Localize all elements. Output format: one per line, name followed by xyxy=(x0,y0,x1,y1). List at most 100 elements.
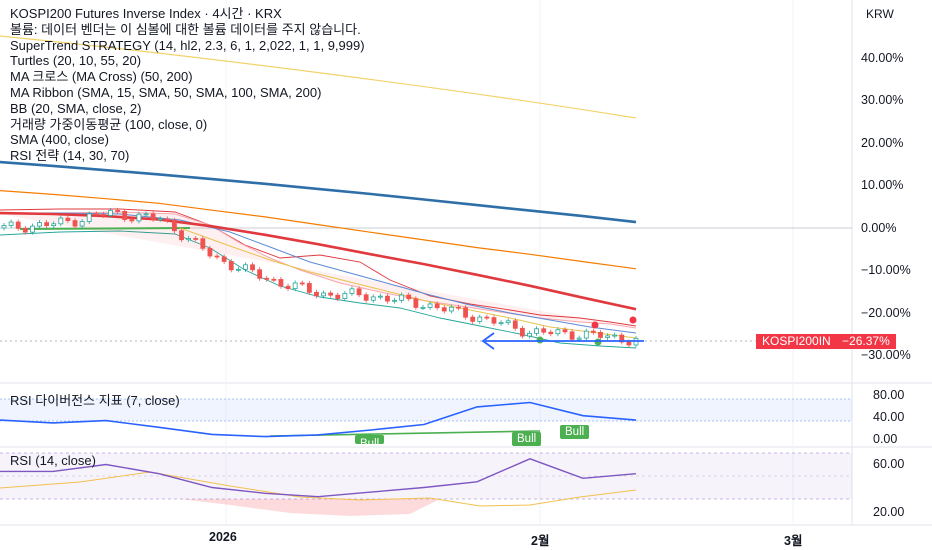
y-tick: −20.00% xyxy=(861,306,911,320)
sell-marker xyxy=(629,316,637,324)
indicator-ma-cross[interactable]: MA 크로스 (MA Cross) (50, 200) xyxy=(10,69,193,85)
candle-body xyxy=(448,306,454,312)
candle-body xyxy=(321,292,326,297)
rsi-div-y-tick: 0.00 xyxy=(873,432,898,446)
candle-body xyxy=(555,329,561,335)
long-ma-line xyxy=(0,35,637,119)
candle-body xyxy=(150,213,156,220)
candle-body xyxy=(65,217,71,221)
candle-body xyxy=(93,213,99,216)
indicator-bb[interactable]: BB (20, SMA, close, 2) xyxy=(10,100,142,116)
candle-body xyxy=(463,307,468,318)
rsi-div-line xyxy=(0,401,637,438)
y-tick: −30.00% xyxy=(861,348,911,362)
supertrend-upper xyxy=(0,211,637,329)
candle-body xyxy=(377,295,383,298)
candle-body xyxy=(299,282,305,285)
candle-body xyxy=(477,316,483,322)
indicator-supertrend[interactable]: SuperTrend STRATEGY (14, hl2, 2.3, 6, 1,… xyxy=(10,37,365,53)
indicator-turtles[interactable]: Turtles (20, 10, 55, 20) xyxy=(10,53,142,69)
candle-body xyxy=(250,264,255,271)
candle-body xyxy=(399,294,405,301)
y-tick: 10.00% xyxy=(861,178,904,192)
candle-body xyxy=(86,213,92,222)
candle-body xyxy=(278,279,284,287)
y-tick: 40.00% xyxy=(861,51,904,65)
last-price-tag: KOSPI200IN −26.37% xyxy=(756,334,896,349)
candle-body xyxy=(363,294,369,301)
chart-legend: KOSPI200 Futures Inverse Index · 4시간 · K… xyxy=(10,6,365,164)
rsi-oversold-fill xyxy=(180,499,440,516)
candle-body xyxy=(58,217,64,225)
candle-body xyxy=(129,219,135,222)
candle-body xyxy=(385,295,390,302)
sma400-line xyxy=(0,160,637,224)
price-tag-value: −26.37% xyxy=(842,334,890,348)
candle-body xyxy=(37,222,42,227)
candle-body xyxy=(527,332,532,337)
bull-badge: Bull xyxy=(560,425,590,439)
vwma-line xyxy=(0,190,637,270)
arrow-icon xyxy=(481,332,495,350)
candle-body xyxy=(30,225,35,233)
candle-body xyxy=(605,335,610,338)
candle-body xyxy=(193,238,199,240)
candle-body xyxy=(221,256,227,262)
candle-body xyxy=(101,214,106,216)
candle-body xyxy=(8,221,14,226)
candle-body xyxy=(505,320,511,324)
candle-body xyxy=(15,221,21,229)
rsi-y-tick: 60.00 xyxy=(873,457,905,471)
indicator-ma-ribbon[interactable]: MA Ribbon (SMA, 15, SMA, 50, SMA, 100, S… xyxy=(10,84,322,100)
buy-marker xyxy=(536,336,544,344)
candle-body xyxy=(157,218,163,221)
candle-body xyxy=(186,238,192,241)
currency-label[interactable]: KRW xyxy=(866,7,894,21)
bull-badge: Bull xyxy=(512,432,542,446)
candle-body xyxy=(285,285,291,290)
candle-body xyxy=(22,228,28,233)
candle-body xyxy=(122,211,128,220)
rsi-div-band xyxy=(0,399,852,421)
candle-body xyxy=(619,334,625,343)
ma-cross-line xyxy=(0,211,637,311)
ma-ribbon-15 xyxy=(179,227,637,339)
candle-body xyxy=(115,209,121,212)
candle-body xyxy=(498,322,504,325)
candle-body xyxy=(136,213,142,222)
rsi-title[interactable]: RSI (14, close) xyxy=(10,453,96,468)
candle-body xyxy=(257,269,263,279)
candle-body xyxy=(72,220,78,227)
candle-body xyxy=(306,283,312,293)
candle-body xyxy=(470,316,476,322)
indicator-rsi-strategy[interactable]: RSI 전략 (14, 30, 70) xyxy=(10,148,130,164)
indicator-sma400[interactable]: SMA (400, close) xyxy=(10,132,109,148)
volume-warning: 볼륨: 데이터 벤더는 이 심볼에 대한 볼륨 데이터를 주지 않습니다. xyxy=(10,21,361,37)
candle-body xyxy=(179,230,184,241)
y-tick: 30.00% xyxy=(861,93,904,107)
candle-body xyxy=(598,332,603,338)
rsi14-line xyxy=(0,458,637,498)
candle-body xyxy=(491,317,497,324)
rsi-div-title[interactable]: RSI 다이버전스 지표 (7, close) xyxy=(10,393,180,408)
candle-body xyxy=(534,328,539,334)
candle-body xyxy=(562,329,568,333)
candle-body xyxy=(590,330,596,333)
indicator-vwma[interactable]: 거래량 가중이동평균 (100, close, 0) xyxy=(10,116,208,132)
candle-body xyxy=(292,282,298,290)
bull-badge: Bull xyxy=(355,435,385,444)
x-tick: 2월 xyxy=(531,534,550,548)
chart-title[interactable]: KOSPI200 Futures Inverse Index · 4시간 · K… xyxy=(10,6,282,21)
candle-body xyxy=(612,334,618,337)
candle-body xyxy=(335,294,341,300)
candle-body xyxy=(576,337,582,340)
candle-body xyxy=(434,303,440,309)
candle-body xyxy=(214,255,220,258)
candle-body xyxy=(44,222,50,227)
price-tag-symbol: KOSPI200IN xyxy=(762,334,831,348)
candle-body xyxy=(392,299,397,302)
candle-body xyxy=(512,320,518,329)
candle-body xyxy=(456,306,461,309)
candle-body xyxy=(626,341,632,346)
